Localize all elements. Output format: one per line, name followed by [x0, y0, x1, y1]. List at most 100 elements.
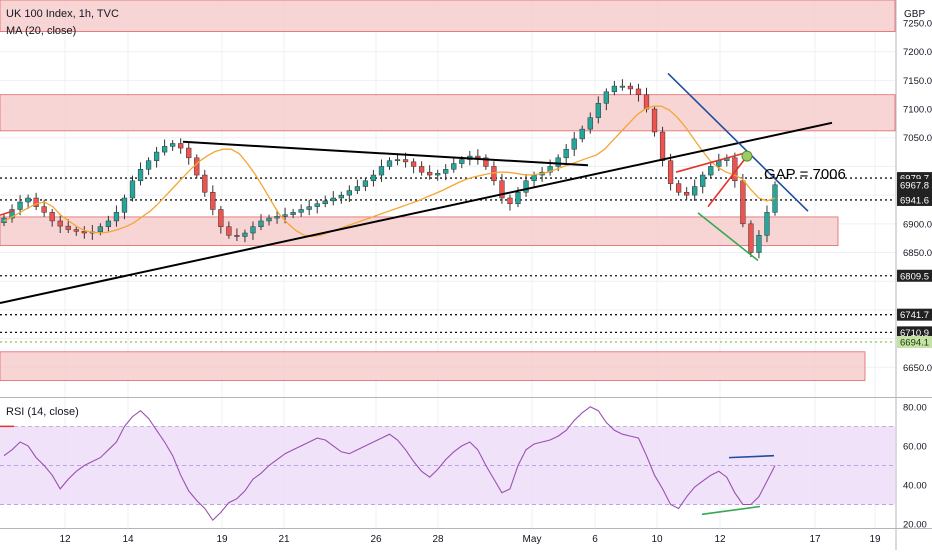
currency-label: GBP	[904, 9, 925, 20]
x-tick-label: 19	[216, 534, 228, 545]
candle	[282, 214, 288, 217]
price-label: 6967.8	[900, 180, 929, 191]
red-trendline	[0, 209, 15, 216]
resistance-zone	[0, 0, 896, 32]
candle	[113, 212, 120, 222]
candle	[740, 180, 746, 225]
candle	[651, 108, 658, 133]
ma-legend: MA (20, close)	[6, 25, 76, 37]
rsi-tick-label: 40.00	[903, 481, 927, 492]
x-tick-label: 17	[809, 534, 821, 545]
x-tick-label: 6	[592, 534, 598, 545]
candle	[700, 174, 706, 187]
candle	[667, 160, 674, 184]
candle	[186, 147, 192, 159]
candle	[338, 194, 344, 199]
y-tick-label: 7250.0	[903, 18, 932, 29]
candle	[330, 197, 336, 202]
symbol-title: UK 100 Index, 1h, TVC	[6, 8, 119, 20]
candle	[579, 128, 585, 140]
y-tick-label: 7100.0	[903, 105, 932, 116]
candle	[764, 212, 770, 236]
candle	[675, 183, 682, 193]
candle	[708, 166, 714, 176]
y-tick-label: 6900.0	[903, 219, 932, 230]
y-tick-label: 6850.0	[903, 248, 932, 259]
rsi-tick-label: 60.00	[903, 441, 927, 452]
candle	[202, 174, 208, 193]
price-label: 6941.6	[900, 195, 929, 206]
price-label-box	[897, 308, 932, 321]
y-tick-label: 6650.0	[903, 363, 932, 374]
candle	[298, 209, 304, 213]
resistance-zone	[0, 351, 866, 381]
rising-trendline	[0, 121, 833, 305]
rsi-line	[3, 406, 776, 522]
candle	[258, 220, 264, 227]
candle	[418, 166, 425, 173]
price-label-box	[897, 335, 932, 348]
resistance-zone	[0, 94, 896, 132]
candle	[49, 212, 55, 222]
x-tick-label: 21	[278, 534, 290, 545]
gap-annotation: GAP = 7006	[764, 166, 846, 183]
candle	[692, 186, 698, 196]
candle	[547, 166, 553, 173]
candle	[378, 166, 385, 176]
candle	[346, 190, 352, 196]
candle	[194, 157, 200, 176]
x-tick-label: 26	[370, 534, 382, 545]
candle	[322, 200, 328, 204]
candle	[33, 197, 39, 207]
rsi-legend: RSI (14, close)	[6, 406, 79, 418]
candle	[354, 186, 361, 191]
candle	[57, 220, 63, 227]
blue-trendline	[667, 72, 809, 212]
candle	[362, 180, 369, 187]
candle	[684, 192, 690, 196]
candle	[266, 217, 272, 222]
rsi-tick-label: 80.00	[903, 402, 927, 413]
marker-circle	[741, 150, 753, 162]
candle	[410, 161, 417, 167]
y-tick-label: 7150.0	[903, 76, 932, 87]
price-label: 6694.1	[900, 337, 929, 348]
candle	[459, 159, 465, 164]
candle	[73, 229, 79, 232]
candle	[427, 171, 433, 176]
candle	[250, 226, 256, 234]
candle	[306, 206, 312, 210]
candle	[756, 235, 762, 253]
candle	[659, 131, 666, 161]
candle	[218, 209, 224, 227]
candle	[386, 160, 393, 167]
candle	[611, 85, 618, 93]
x-tick-label: 12	[59, 534, 71, 545]
y-tick-label: 7200.0	[903, 47, 932, 58]
y-tick-label: 7050.0	[903, 133, 932, 144]
candle	[290, 212, 296, 215]
candle	[105, 220, 112, 227]
price-label: 6710.9	[900, 328, 929, 339]
candle	[314, 203, 320, 207]
candle	[242, 232, 248, 237]
rsi-panel[interactable]	[0, 406, 895, 522]
candle	[523, 180, 529, 193]
candle	[394, 159, 401, 161]
price-panel[interactable]	[0, 0, 896, 528]
descending-trendline	[182, 140, 589, 167]
candle	[9, 209, 15, 219]
candle	[515, 192, 521, 204]
resistance-zone	[0, 216, 839, 247]
x-tick-label: 28	[432, 534, 444, 545]
x-tick-label: 19	[869, 534, 881, 545]
candle	[643, 94, 650, 110]
candle	[555, 157, 561, 167]
red-trendline	[675, 151, 749, 173]
price-label-box	[897, 326, 932, 339]
candle	[571, 138, 577, 150]
price-label-box	[897, 269, 932, 282]
candle	[435, 173, 441, 176]
